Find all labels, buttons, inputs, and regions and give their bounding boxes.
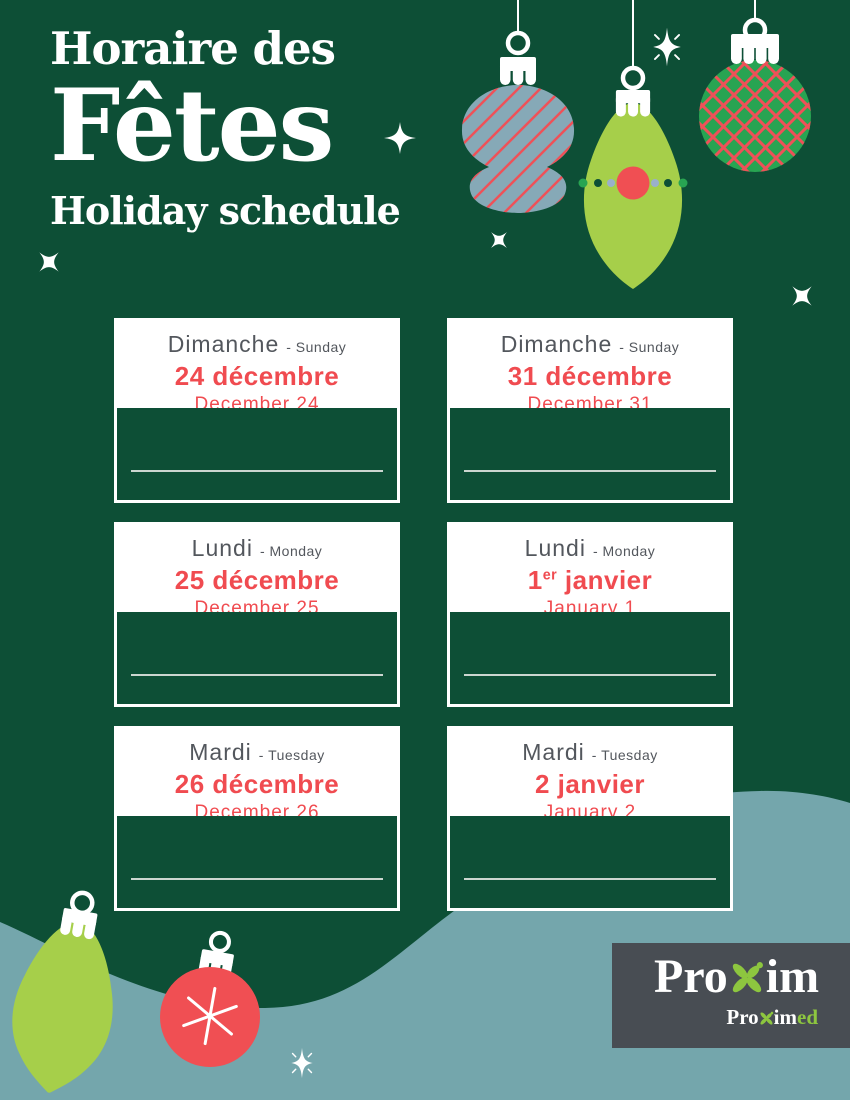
card-header: Mardi - Tuesday 2 janvier January 2 [447, 726, 733, 823]
day-name-fr: Lundi [191, 535, 253, 561]
schedule-card-jan1: Lundi - Monday 1er janvier January 1 [447, 522, 733, 707]
day-name-fr: Mardi [189, 739, 252, 765]
write-in-line [464, 674, 716, 676]
schedule-card-dec26: Mardi - Tuesday 26 décembre December 26 [114, 726, 400, 911]
day-name-en: - Sunday [286, 339, 347, 355]
date-fr: 26 décembre [174, 769, 340, 799]
starburst-sparkle [653, 28, 681, 67]
title-line-fr: Horaire des [50, 22, 336, 75]
poster-title: Horaire des Fêtes Holiday schedule [50, 22, 401, 233]
write-in-line [131, 674, 383, 676]
write-in-area [117, 408, 397, 500]
card-header: Dimanche - Sunday 24 décembre December 24 [114, 318, 400, 415]
day-name-en: - Tuesday [258, 747, 325, 763]
date-fr: 24 décembre [174, 361, 340, 391]
card-header: Lundi - Monday 25 décembre December 25 [114, 522, 400, 619]
day-name-en: - Monday [259, 543, 323, 559]
plaid-ball-ornament [699, 0, 811, 172]
title-fetes: Fêtes [50, 68, 334, 184]
write-in-area [450, 612, 730, 704]
starburst-sparkle [291, 1048, 313, 1078]
day-name-fr: Mardi [522, 739, 585, 765]
day-name-fr: Dimanche [500, 331, 613, 357]
day-name-en: - Sunday [619, 339, 680, 355]
day-name-en: - Tuesday [591, 747, 658, 763]
schedule-card-dec31: Dimanche - Sunday 31 décembre December 31 [447, 318, 733, 503]
write-in-line [464, 878, 716, 880]
card-header: Lundi - Monday 1er janvier January 1 [447, 522, 733, 619]
snowflake-icon [182, 986, 238, 1046]
schedule-card-dec24: Dimanche - Sunday 24 décembre December 24 [114, 318, 400, 503]
write-in-area [117, 816, 397, 908]
day-name-en: - Monday [592, 543, 656, 559]
x-sparkle [16, 1036, 56, 1076]
schedule-card-dec25: Lundi - Monday 25 décembre December 25 [114, 522, 400, 707]
write-in-area [450, 816, 730, 908]
proxim-logo-box: Pro im Pro im ed [612, 943, 850, 1048]
date-fr: 25 décembre [174, 565, 340, 595]
day-name-fr: Dimanche [167, 331, 280, 357]
card-header: Mardi - Tuesday 26 décembre December 26 [114, 726, 400, 823]
write-in-line [131, 878, 383, 880]
write-in-area [450, 408, 730, 500]
write-in-area [117, 612, 397, 704]
write-in-line [464, 470, 716, 472]
proxim-wordmark: Pro im [654, 950, 820, 1003]
date-fr: 31 décembre [507, 361, 673, 391]
date-fr: 1er janvier [527, 565, 653, 595]
striped-finial-ornament [461, 0, 575, 213]
x-sparkle [29, 242, 69, 282]
date-fr: 2 janvier [534, 769, 645, 799]
red-snowflake-ball-ornament [160, 930, 260, 1067]
dotted-drop-ornament [578, 0, 688, 289]
green-drop-ornament [12, 884, 113, 1093]
proximed-wordmark: Pro im ed [726, 1005, 818, 1029]
x-flower-icon [732, 962, 763, 993]
x-sparkle [782, 276, 822, 316]
card-header: Dimanche - Sunday 31 décembre December 31 [447, 318, 733, 415]
x-sparkle [483, 224, 515, 256]
day-name-fr: Lundi [524, 535, 586, 561]
schedule-card-jan2: Mardi - Tuesday 2 janvier January 2 [447, 726, 733, 911]
title-line-en: Holiday schedule [50, 188, 401, 233]
x-flower-icon [760, 1011, 773, 1025]
write-in-line [131, 470, 383, 472]
